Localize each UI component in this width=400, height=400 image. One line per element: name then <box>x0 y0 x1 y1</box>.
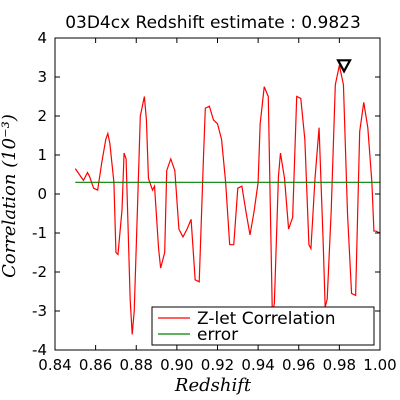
y-tick-label-2: -2 <box>32 263 47 281</box>
x-tick-label-7: 0.98 <box>323 356 356 374</box>
y-axis-label: Correlation (10⁻³) <box>0 114 20 278</box>
x-axis-label: Redshift <box>174 375 252 396</box>
best-redshift-marker <box>336 59 352 74</box>
legend: Z-let Correlation error <box>151 306 375 346</box>
ticks-layer <box>54 37 381 351</box>
x-tick-label-5: 0.94 <box>241 356 274 374</box>
series-line-0 <box>74 65 381 335</box>
y-tick-labels: -4 -3 -2 -1 0 1 2 3 4 <box>32 29 47 359</box>
y-tick-label-1: -3 <box>32 302 47 320</box>
x-tick-label-6: 0.96 <box>282 356 315 374</box>
x-tick-label-1: 0.86 <box>79 356 112 374</box>
x-tick-label-8: 1.00 <box>363 356 396 374</box>
y-tick-label-7: 3 <box>37 68 47 86</box>
x-tick-labels: 0.84 0.86 0.88 0.90 0.92 0.94 0.96 0.98 1.00 <box>38 356 396 374</box>
series-layer <box>74 65 381 335</box>
x-tick-label-4: 0.92 <box>201 356 234 374</box>
chart-title: 03D4cx Redshift estimate : 0.9823 <box>65 13 361 33</box>
y-tick-label-8: 4 <box>37 29 47 47</box>
x-tick-label-3: 0.90 <box>160 356 193 374</box>
y-tick-label-6: 2 <box>37 107 47 125</box>
x-tick-label-0: 0.84 <box>38 356 71 374</box>
y-tick-label-3: -1 <box>32 224 47 242</box>
x-tick-label-2: 0.88 <box>120 356 153 374</box>
y-tick-label-4: 0 <box>37 185 47 203</box>
y-tick-label-5: 1 <box>37 146 47 164</box>
y-tick-label-0: -4 <box>32 341 47 359</box>
best-redshift-marker-triangle <box>336 59 352 74</box>
legend-label-zlet: Z-let Correlation <box>197 309 335 329</box>
legend-box <box>151 306 375 346</box>
legend-label-error: error <box>197 325 238 345</box>
